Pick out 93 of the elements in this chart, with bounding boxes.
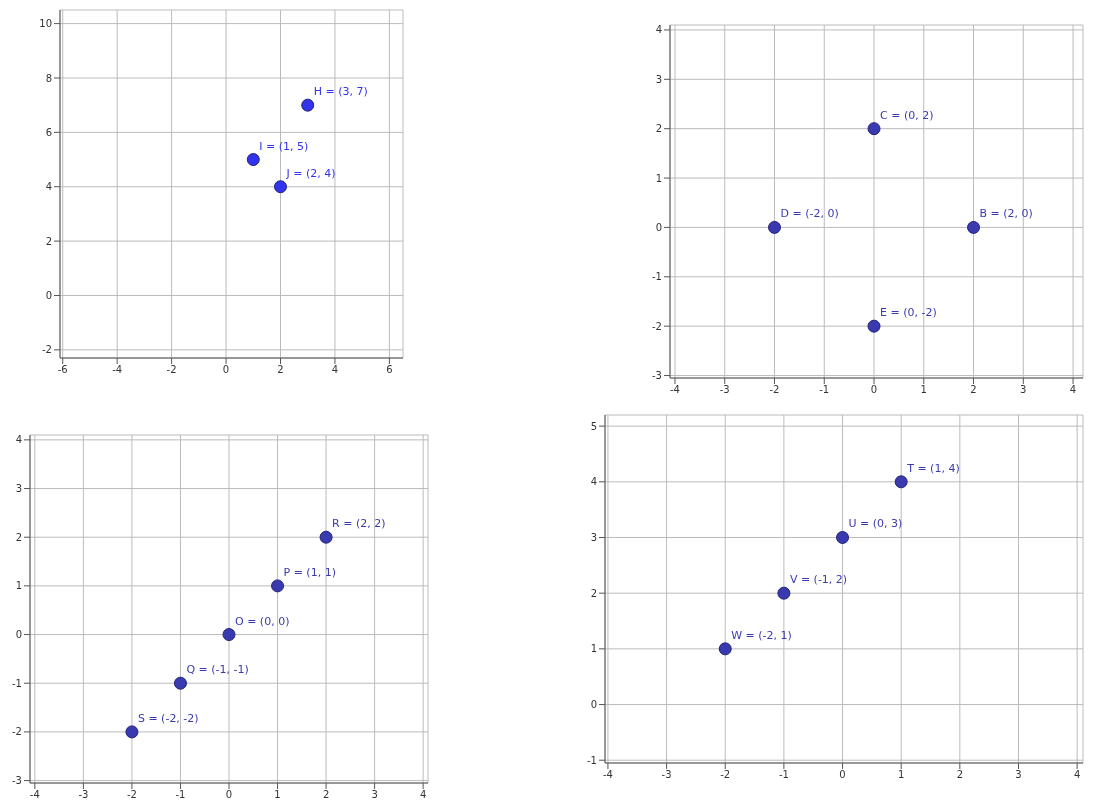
annotation: E = (0, -2) xyxy=(880,306,937,320)
y-tick-label: -1 xyxy=(12,677,22,689)
y-tick-label: 4 xyxy=(45,181,52,193)
x-tick-label: -1 xyxy=(778,769,789,781)
y-tick-label: 0 xyxy=(15,629,22,641)
annotation: S = (-2, -2) xyxy=(137,711,199,725)
annotation: W = (-2, 1) xyxy=(731,628,792,642)
point xyxy=(967,220,981,234)
y-tick-label: 0 xyxy=(590,699,597,711)
x-tick-label: 2 xyxy=(277,364,284,376)
annotation: P = (1, 1) xyxy=(283,565,336,579)
annotation: B = (2, 0) xyxy=(979,207,1033,221)
annotation: C = (0, 2) xyxy=(880,108,934,122)
point xyxy=(125,725,139,739)
point xyxy=(246,153,260,167)
point xyxy=(271,579,285,593)
x-tick-label: -1 xyxy=(175,789,186,801)
x-tick-label: 0 xyxy=(222,364,230,376)
x-tick-label: -4 xyxy=(602,769,613,781)
x-tick-label: -3 xyxy=(78,789,89,801)
y-tick-label: 0 xyxy=(45,290,52,302)
x-tick-label: 3 xyxy=(1020,384,1027,396)
y-tick-label: 8 xyxy=(45,72,52,84)
y-tick-label: 10 xyxy=(39,18,52,30)
point xyxy=(767,220,781,234)
y-tick-label: -2 xyxy=(42,344,52,356)
y-tick-label: -2 xyxy=(12,726,22,738)
y-tick-label: 6 xyxy=(45,126,52,138)
x-tick-label: 4 xyxy=(331,364,339,376)
point xyxy=(319,530,333,544)
x-tick-label: -3 xyxy=(719,384,730,396)
x-tick-label: 4 xyxy=(1073,769,1081,781)
x-tick-label: -4 xyxy=(669,384,680,396)
point xyxy=(867,319,881,333)
x-tick-label: -2 xyxy=(769,384,780,396)
annotation: O = (0, 0) xyxy=(235,614,290,628)
x-tick-label: -4 xyxy=(112,364,123,376)
y-tick-label: 5 xyxy=(590,420,597,432)
x-tick-label: 4 xyxy=(419,789,427,801)
annotation: J = (2, 4) xyxy=(285,166,336,180)
x-tick-label: 4 xyxy=(1069,384,1077,396)
x-tick-label: 3 xyxy=(1015,769,1022,781)
x-tick-label: -4 xyxy=(29,789,40,801)
point xyxy=(718,642,732,656)
y-tick-label: 2 xyxy=(15,531,22,543)
y-tick-label: 2 xyxy=(590,587,597,599)
point xyxy=(301,98,315,112)
x-tick-label: 1 xyxy=(898,769,905,781)
annotation: I = (1, 5) xyxy=(259,139,309,153)
y-tick-label: 3 xyxy=(15,483,22,495)
point xyxy=(777,586,791,600)
x-tick-label: 0 xyxy=(839,769,846,781)
annotation: T = (1, 4) xyxy=(906,461,960,475)
point xyxy=(836,531,850,544)
x-tick-label: 3 xyxy=(371,789,378,801)
x-tick-label: 0 xyxy=(870,384,878,396)
annotation: R = (2, 2) xyxy=(332,517,386,531)
y-tick-label: 3 xyxy=(590,532,597,544)
x-tick-label: -2 xyxy=(166,364,177,376)
point xyxy=(274,180,287,194)
y-tick-label: -1 xyxy=(652,271,662,283)
y-tick-label: 4 xyxy=(15,434,22,446)
x-tick-label: -2 xyxy=(720,769,731,781)
y-tick-label: -2 xyxy=(652,320,662,332)
y-tick-label: 2 xyxy=(655,123,662,135)
x-tick-label: 0 xyxy=(225,789,233,801)
y-tick-label: 1 xyxy=(15,580,22,592)
x-tick-label: 2 xyxy=(956,769,964,781)
x-tick-label: -6 xyxy=(57,364,68,376)
x-tick-label: -1 xyxy=(819,384,830,396)
y-tick-label: 4 xyxy=(655,24,662,36)
point xyxy=(222,628,236,642)
point xyxy=(867,122,881,136)
y-tick-label: 0 xyxy=(655,221,662,233)
y-tick-label: 1 xyxy=(590,643,597,655)
y-tick-label: 2 xyxy=(45,235,52,247)
x-tick-label: 2 xyxy=(970,384,977,396)
annotation: V = (-1, 2) xyxy=(789,573,848,587)
x-tick-label: 1 xyxy=(920,384,927,396)
point xyxy=(173,676,187,690)
y-tick-label: 1 xyxy=(655,172,662,184)
annotation: D = (-2, 0) xyxy=(780,207,839,221)
x-tick-label: 1 xyxy=(274,789,281,801)
x-tick-label: -2 xyxy=(126,789,137,801)
y-tick-label: -1 xyxy=(587,754,597,766)
annotation: Q = (-1, -1) xyxy=(186,663,249,677)
point xyxy=(894,475,908,489)
y-tick-label: 3 xyxy=(655,73,662,85)
y-tick-label: 4 xyxy=(590,476,597,488)
annotation: H = (3, 7) xyxy=(313,85,368,99)
x-tick-label: 6 xyxy=(386,364,393,376)
annotation: U = (0, 3) xyxy=(848,517,903,531)
x-tick-label: 2 xyxy=(322,789,330,801)
